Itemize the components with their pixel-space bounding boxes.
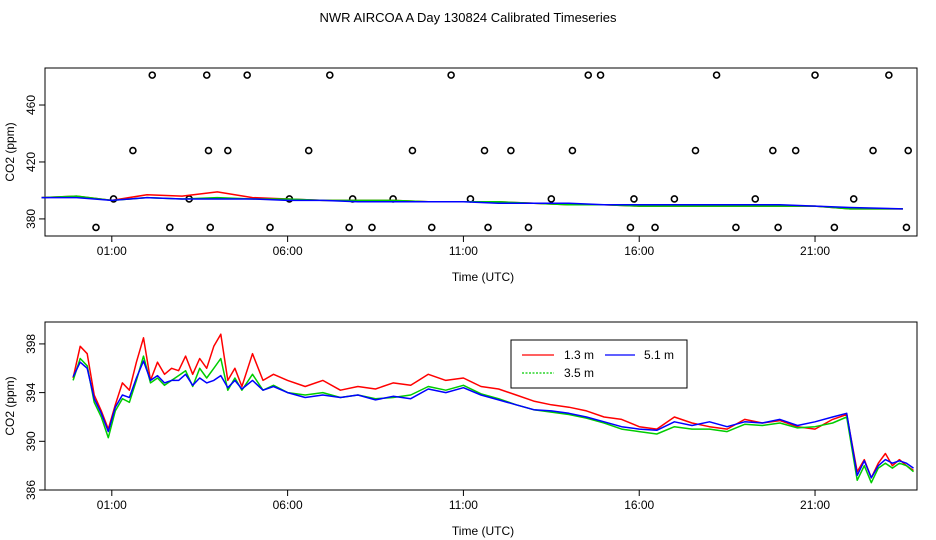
bottom-y-tick-label: 394 bbox=[24, 382, 38, 402]
top-x-tick-label: 06:00 bbox=[273, 244, 303, 258]
reference-point bbox=[630, 195, 638, 203]
reference-point bbox=[584, 71, 593, 79]
reference-point bbox=[484, 223, 492, 232]
reference-point bbox=[732, 223, 740, 232]
bottom-x-tick-label: 01:00 bbox=[97, 498, 127, 512]
reference-point bbox=[427, 223, 436, 232]
reference-point bbox=[712, 71, 721, 79]
reference-point bbox=[148, 71, 157, 79]
reference-point bbox=[651, 223, 659, 232]
reference-point bbox=[224, 146, 232, 155]
top-series-5-1-m bbox=[41, 196, 903, 210]
reference-point bbox=[480, 146, 489, 155]
reference-point bbox=[447, 71, 455, 79]
top-x-tick-label: 21:00 bbox=[800, 244, 830, 258]
reference-point bbox=[774, 223, 782, 232]
top-y-axis-label: CO2 (ppm) bbox=[3, 122, 17, 181]
reference-point bbox=[243, 71, 251, 79]
bottom-series-lines bbox=[72, 333, 914, 484]
reference-point bbox=[92, 223, 100, 232]
reference-point bbox=[596, 71, 605, 79]
reference-point bbox=[206, 223, 215, 232]
top-series-lines bbox=[41, 191, 903, 210]
legend-label-3-5m: 3.5 m bbox=[564, 366, 594, 380]
reference-point bbox=[408, 146, 417, 155]
reference-point bbox=[345, 223, 353, 232]
reference-point bbox=[204, 146, 213, 155]
top-x-tick-label: 11:00 bbox=[449, 244, 478, 258]
reference-point bbox=[568, 146, 577, 155]
reference-point bbox=[304, 146, 313, 155]
top-x-tick-label: 16:00 bbox=[624, 244, 654, 258]
top-y-tick-label: 380 bbox=[24, 209, 38, 229]
reference-point bbox=[885, 71, 893, 79]
reference-point bbox=[626, 223, 635, 232]
reference-point bbox=[691, 146, 700, 155]
bottom-x-axis-label: Time (UTC) bbox=[452, 524, 514, 538]
reference-point bbox=[368, 223, 376, 232]
bottom-x-tick-label: 11:00 bbox=[449, 498, 478, 512]
reference-point bbox=[791, 146, 800, 155]
reference-point bbox=[507, 146, 515, 155]
reference-point bbox=[166, 223, 174, 232]
bottom-x-tick-label: 21:00 bbox=[800, 498, 830, 512]
bottom-y-tick-label: 386 bbox=[24, 480, 38, 500]
bottom-panel: 01:00 06:00 11:00 16:00 21:00 386 390 394 398 Ti… bbox=[3, 321, 918, 538]
bottom-series-3-5-m bbox=[72, 355, 914, 484]
reference-point bbox=[904, 146, 913, 155]
reference-point bbox=[326, 71, 334, 79]
reference-point bbox=[830, 223, 839, 232]
reference-point bbox=[811, 71, 819, 79]
bottom-x-tick-label: 16:00 bbox=[624, 498, 654, 512]
top-panel: 01:00 06:00 11:00 16:00 21:00 380 420 460 Time … bbox=[3, 67, 918, 284]
bottom-axes: 01:00 06:00 11:00 16:00 21:00 386 390 394 398 bbox=[24, 334, 830, 512]
bottom-y-tick-label: 390 bbox=[24, 431, 38, 451]
reference-point bbox=[869, 146, 877, 155]
bottom-y-tick-label: 398 bbox=[24, 334, 38, 354]
top-y-tick-label: 460 bbox=[24, 95, 38, 115]
top-x-axis-label: Time (UTC) bbox=[452, 270, 514, 284]
top-axes: 01:00 06:00 11:00 16:00 21:00 380 420 460 bbox=[24, 95, 830, 258]
top-y-tick-label: 420 bbox=[24, 152, 38, 172]
top-x-tick-label: 01:00 bbox=[97, 244, 127, 258]
bottom-plot-frame bbox=[44, 321, 918, 491]
reference-point bbox=[902, 223, 911, 232]
legend: 1.3 m 5.1 m 3.5 m bbox=[510, 339, 688, 389]
figure-title: NWR AIRCOA A Day 130824 Calibrated Times… bbox=[320, 10, 617, 25]
bottom-x-tick-label: 06:00 bbox=[273, 498, 303, 512]
reference-point bbox=[751, 195, 760, 203]
legend-label-5-1m: 5.1 m bbox=[644, 348, 674, 362]
reference-point bbox=[524, 223, 533, 232]
reference-point bbox=[266, 223, 274, 232]
reference-point bbox=[849, 195, 858, 203]
bottom-series-5-1-m bbox=[72, 360, 914, 479]
top-reference-points bbox=[92, 71, 913, 232]
reference-point bbox=[547, 195, 556, 203]
reference-point bbox=[129, 146, 137, 155]
bottom-y-axis-label: CO2 (ppm) bbox=[3, 376, 17, 435]
reference-point bbox=[202, 71, 211, 79]
legend-box bbox=[510, 339, 688, 389]
legend-label-1-3m: 1.3 m bbox=[564, 348, 594, 362]
bottom-series-1-3-m bbox=[72, 333, 914, 479]
reference-point bbox=[769, 146, 777, 155]
reference-point bbox=[670, 195, 679, 203]
